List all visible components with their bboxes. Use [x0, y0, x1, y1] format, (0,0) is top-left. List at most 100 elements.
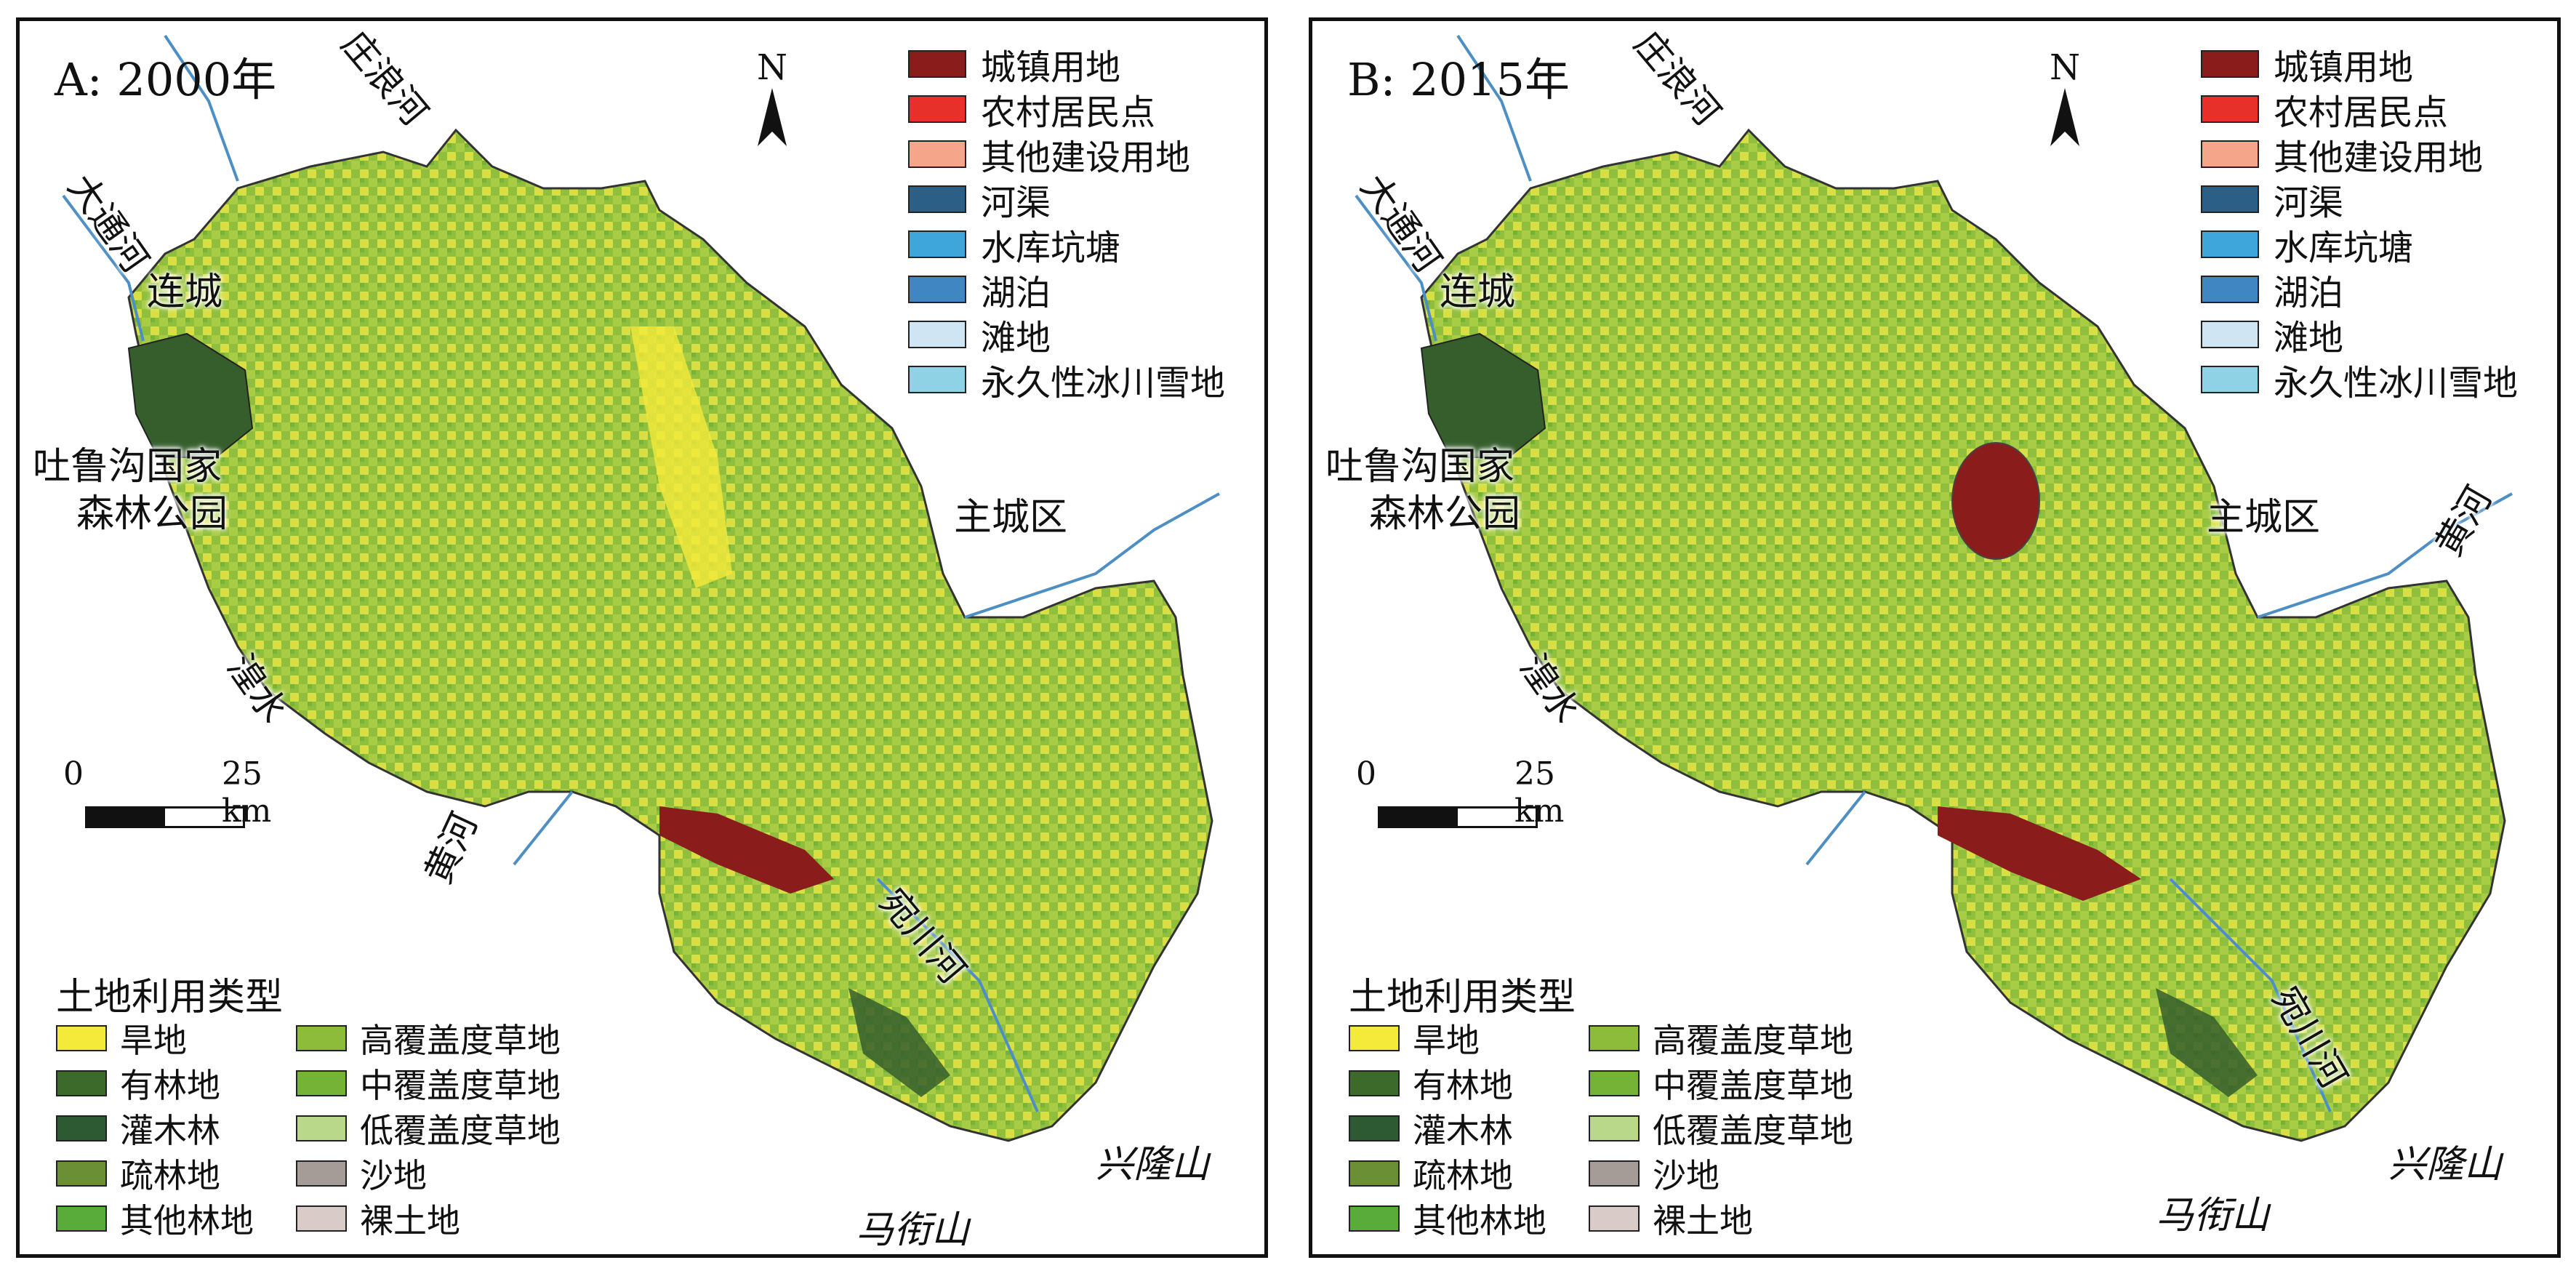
- legend-item: 湖泊: [908, 267, 1225, 313]
- legend-swatch: [908, 50, 966, 78]
- legend-item: 永久性冰川雪地: [2201, 357, 2518, 404]
- legend-label: 高覆盖度草地: [360, 1021, 561, 1060]
- legend-label: 湖泊: [981, 273, 1051, 313]
- legend-label: 低覆盖度草地: [1653, 1111, 1853, 1150]
- legend-label: 其他林地: [120, 1201, 254, 1240]
- legend-item: 水库坑塘: [908, 222, 1225, 268]
- legend-swatch: [296, 1025, 347, 1051]
- forest-strip: [848, 988, 950, 1097]
- label-main-city: 主城区: [2207, 496, 2321, 539]
- main-city-urban-area: [1951, 442, 2040, 560]
- legend-label: 疏林地: [120, 1156, 220, 1195]
- legend-label: 低覆盖度草地: [360, 1111, 561, 1150]
- land-use-legend: 旱地 高覆盖度草地 有林地 中覆盖度草地 灌木林 低覆盖度草地 疏林地 沙地 其…: [1349, 1016, 1894, 1241]
- legend-label: 湖泊: [2274, 273, 2344, 313]
- legend-item: 其他建设用地: [2201, 132, 2518, 178]
- dryland-strip: [630, 326, 732, 588]
- legend-item: 低覆盖度草地: [296, 1106, 601, 1151]
- legend-swatch: [908, 366, 966, 393]
- legend-swatch: [296, 1115, 347, 1141]
- legend-label: 其他建设用地: [2274, 137, 2484, 178]
- label-park-line2: 森林公园: [1369, 492, 1521, 536]
- north-label: N: [757, 47, 787, 88]
- river-line: [62, 34, 1220, 1112]
- legend-label: 灌木林: [120, 1111, 220, 1150]
- legend-label: 有林地: [1413, 1066, 1513, 1105]
- map-panel-2000: A: 2000年 N 城镇用地 农村居民点 其他建设用地 河渠 水库坑塘 湖泊 …: [16, 17, 1268, 1258]
- legend-swatch: [1589, 1025, 1640, 1051]
- scale-distance: 25 km: [222, 755, 272, 830]
- panel-title: B: 2015年: [1347, 53, 1570, 106]
- scale-bar-graphic: [1378, 806, 1538, 828]
- forest-park-area: [127, 332, 254, 458]
- legend-label: 裸土地: [360, 1201, 460, 1240]
- legend-label: 中覆盖度草地: [360, 1066, 561, 1105]
- legend-item: 河渠: [908, 177, 1225, 223]
- legend-label: 水库坑塘: [2274, 228, 2414, 268]
- scale-bar: 0 25 km: [49, 755, 274, 843]
- legend-label: 其他林地: [1413, 1201, 1546, 1240]
- legend-swatch: [56, 1070, 107, 1096]
- label-majie-mountain: 马衔山: [2156, 1194, 2270, 1237]
- legend-item: 高覆盖度草地: [296, 1016, 601, 1061]
- north-label: N: [2050, 47, 2080, 88]
- land-use-map-2015: [1355, 34, 2513, 1142]
- label-liancheng: 连城: [147, 270, 223, 314]
- label-xinglong-mountain: 兴隆山: [2388, 1143, 2503, 1187]
- legend-item: 灌木林: [56, 1106, 296, 1151]
- label-majie-mountain: 马衔山: [856, 1208, 970, 1252]
- legend-item: 湖泊: [2201, 267, 2518, 313]
- legend-swatch: [2201, 230, 2259, 258]
- legend-swatch: [2201, 185, 2259, 213]
- label-park-line1: 吐鲁沟国家: [33, 445, 222, 489]
- legend-swatch: [1589, 1160, 1640, 1187]
- legend-item: 永久性冰川雪地: [908, 357, 1226, 404]
- legend-label: 滩地: [2274, 318, 2344, 358]
- legend-swatch: [296, 1070, 347, 1096]
- legend-item: 裸土地: [1589, 1196, 1894, 1241]
- legend-swatch: [2201, 140, 2259, 168]
- legend-swatch: [1589, 1070, 1640, 1096]
- legend-item: 其他林地: [56, 1196, 296, 1241]
- legend-swatch: [1349, 1115, 1400, 1141]
- north-arrow: N: [2039, 47, 2090, 149]
- legend-item: 沙地: [296, 1151, 601, 1196]
- legend-item: 城镇用地: [2201, 41, 2518, 88]
- legend-swatch: [56, 1115, 107, 1141]
- legend-swatch: [56, 1205, 107, 1232]
- legend-item: 农村居民点: [908, 87, 1225, 133]
- legend-swatch: [908, 276, 966, 303]
- legend-item: 旱地: [56, 1016, 296, 1061]
- legend-item: 水库坑塘: [2201, 222, 2518, 268]
- land-use-legend-title: 土地利用类型: [1349, 976, 1576, 1019]
- scale-bar-graphic: [85, 806, 245, 828]
- legend-built-water: 城镇用地 农村居民点 其他建设用地 河渠 水库坑塘 湖泊 滩地 永久性冰川雪地: [908, 41, 1226, 404]
- map-panel-2015: B: 2015年 N 城镇用地 农村居民点 其他建设用地 河渠 水库坑塘 湖泊 …: [1309, 17, 2561, 1258]
- legend-label: 高覆盖度草地: [1653, 1021, 1853, 1060]
- scale-distance: 25 km: [1514, 755, 1565, 830]
- forest-strip: [2156, 988, 2258, 1097]
- legend-item: 有林地: [56, 1061, 296, 1106]
- legend-item: 河渠: [2201, 177, 2518, 223]
- legend-label: 其他建设用地: [981, 137, 1191, 178]
- legend-label: 河渠: [981, 182, 1051, 223]
- legend-item: 疏林地: [1349, 1151, 1589, 1196]
- legend-item: 有林地: [1349, 1061, 1589, 1106]
- legend-swatch: [2201, 50, 2259, 78]
- legend-item: 其他建设用地: [908, 132, 1225, 178]
- label-park-line2: 森林公园: [76, 492, 228, 536]
- legend-label: 滩地: [981, 318, 1051, 358]
- legend-swatch: [908, 230, 966, 258]
- river-line: [1355, 34, 2513, 1112]
- panel-title: A: 2000年: [55, 53, 277, 106]
- land-use-legend: 旱地 高覆盖度草地 有林地 中覆盖度草地 灌木林 低覆盖度草地 疏林地 沙地 其…: [56, 1016, 601, 1241]
- legend-item: 低覆盖度草地: [1589, 1106, 1894, 1151]
- legend-swatch: [2201, 95, 2259, 123]
- label-xinglong-mountain: 兴隆山: [1096, 1143, 1210, 1187]
- legend-label: 永久性冰川雪地: [981, 363, 1226, 404]
- legend-item: 高覆盖度草地: [1589, 1016, 1894, 1061]
- legend-swatch: [1349, 1025, 1400, 1051]
- legend-swatch: [1589, 1205, 1640, 1232]
- legend-label: 裸土地: [1653, 1201, 1753, 1240]
- county-boundary: [1420, 128, 2506, 1142]
